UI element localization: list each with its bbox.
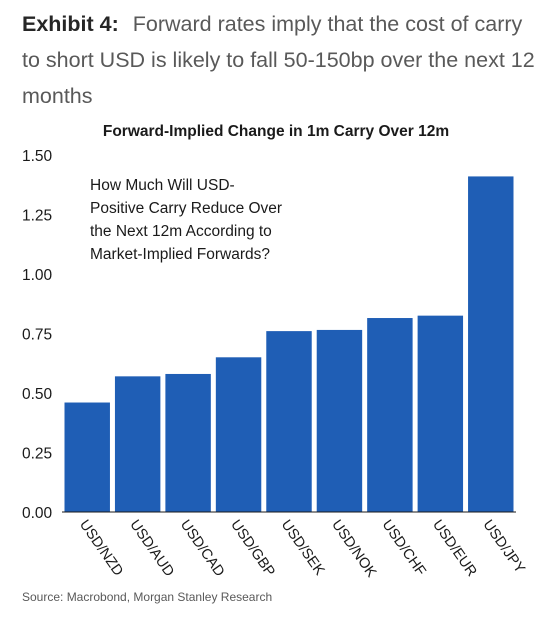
x-tick-label: USD/AUD <box>126 517 177 580</box>
bar-usd-jpy <box>468 176 514 513</box>
y-tick-label: 1.50 <box>22 148 53 165</box>
exhibit-headline: Forward rates imply that the cost of car… <box>22 12 535 108</box>
x-tick-label: USD/JPY <box>480 517 528 577</box>
bar-usd-nok <box>316 329 363 512</box>
bar-usd-gbp <box>215 357 262 512</box>
annotation-line: Market-Implied Forwards? <box>90 246 270 263</box>
x-tick-label: USD/EUR <box>429 517 480 580</box>
annotation-line: the Next 12m According to <box>90 223 272 240</box>
x-tick-label: USD/NZD <box>76 517 126 579</box>
bar-usd-cad <box>165 373 211 512</box>
bar-usd-sek <box>266 331 312 512</box>
bar-usd-chf <box>367 318 413 512</box>
x-tick-label: USD/CAD <box>177 517 228 580</box>
y-tick-label: 1.00 <box>22 267 53 284</box>
x-tick-label: USD/CHF <box>379 517 429 579</box>
chart-annotation: How Much Will USD- Positive Carry Reduce … <box>90 177 282 263</box>
source-note: Source: Macrobond, Morgan Stanley Resear… <box>22 590 273 604</box>
x-tick-label: USD/SEK <box>278 517 328 579</box>
annotation-line: How Much Will USD- <box>90 177 235 194</box>
y-tick-label: 0.50 <box>22 386 53 403</box>
y-tick-label: 0.75 <box>22 327 52 344</box>
exhibit-label: Exhibit 4: <box>22 12 119 36</box>
x-axis: USD/NZD USD/AUD USD/CAD USD/GBP USD/SEK USD/N… <box>62 511 528 581</box>
chart-title: Forward-Implied Change in 1m Carry Over … <box>103 123 449 140</box>
bar-usd-nzd <box>64 402 110 512</box>
x-tick-label: USD/GBP <box>227 517 278 580</box>
bar-usd-aud <box>114 376 161 512</box>
y-tick-label: 0.00 <box>22 505 53 522</box>
x-tick-label: USD/NOK <box>328 517 379 581</box>
annotation-line: Positive Carry Reduce Over <box>90 200 282 217</box>
exhibit-header: Exhibit 4: Forward rates imply that the c… <box>22 6 537 114</box>
bar-usd-eur <box>417 315 464 512</box>
bars <box>64 176 514 513</box>
y-tick-label: 0.25 <box>22 446 52 463</box>
y-axis: 0.00 0.25 0.50 0.75 1.00 1.25 1.50 <box>22 148 53 522</box>
y-tick-label: 1.25 <box>22 208 52 225</box>
